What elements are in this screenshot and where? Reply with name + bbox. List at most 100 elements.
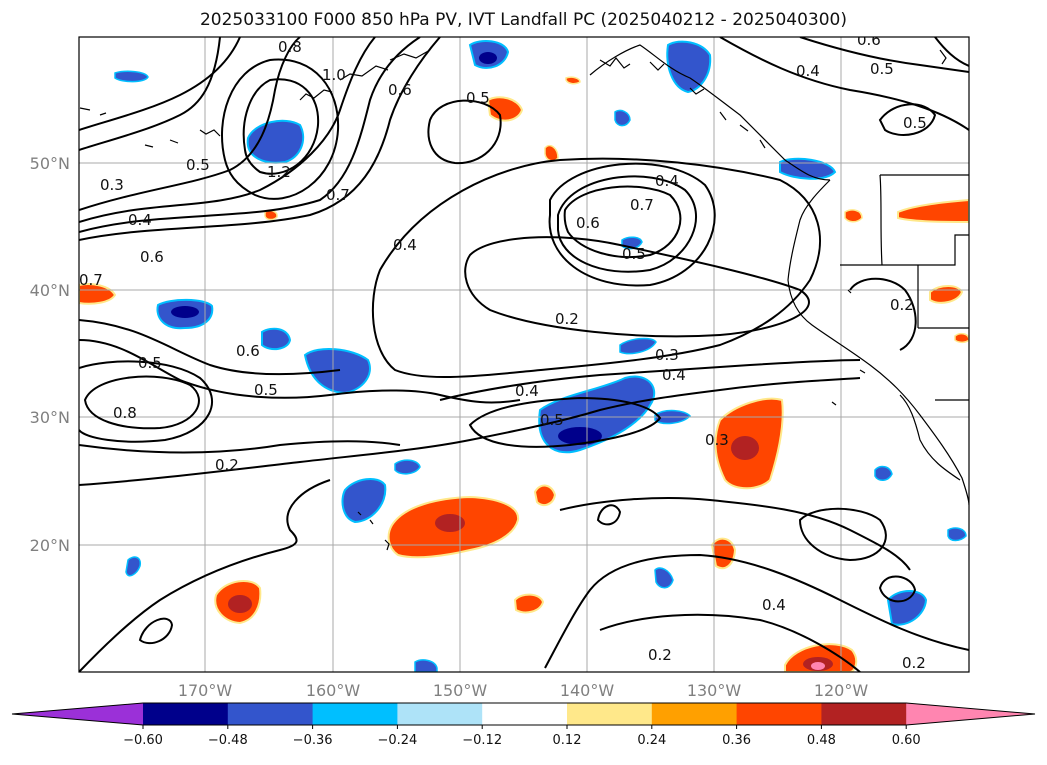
negative-anomaly-core [558,427,602,445]
negative-anomaly-blob [886,590,928,626]
latitude-labels: 50°N 40°N 30°N 20°N [30,154,70,555]
lat-label: 30°N [30,408,70,427]
shaded-anomalies [79,39,969,672]
negative-anomaly-blob [874,465,893,481]
positive-anomaly-core [435,514,465,532]
lat-label: 20°N [30,536,70,555]
negative-anomaly-core [171,306,199,318]
colorbar-segment [312,703,398,725]
contour-label: 1.2 [267,163,291,181]
negative-anomaly-blob [614,109,631,127]
lat-label: 50°N [30,154,70,173]
negative-anomaly-blob [261,327,292,351]
colorbar-tick-label: 0.36 [722,733,751,748]
colorbar-tick-label: −0.24 [377,733,417,748]
contour-label: 0.2 [890,296,914,314]
positive-anomaly-core [731,436,759,460]
colorbar-segment [397,703,483,725]
negative-anomaly-blob [341,478,387,524]
positive-anomaly-blob [264,209,278,221]
contour-label: 0.5 [138,354,162,372]
contour-label: 0.5 [540,411,564,429]
colorbar-segment [821,703,907,725]
negative-anomaly-blob [654,567,674,589]
colorbar-tick-label: 0.24 [637,733,666,748]
colorbar-segment [736,703,822,725]
contour-label: 0.3 [655,346,679,364]
negative-anomaly-blob [114,70,149,83]
negative-anomaly-blob [394,459,421,475]
colorbar-tick-label: −0.12 [462,733,502,748]
positive-anomaly-blob [710,537,737,570]
negative-anomaly-core [479,52,497,64]
positive-anomaly-blob [565,76,581,85]
contour-label: 0.4 [662,366,686,384]
negative-anomaly-blob [125,556,142,577]
contour-label: 0.3 [705,431,729,449]
colorbar-segment [143,703,229,725]
negative-anomaly-blob [779,157,837,180]
colorbar-segment [482,703,568,725]
colorbar-extension-high [906,703,1035,725]
contour-label: 0.4 [796,62,820,80]
positive-anomaly-core [228,595,252,613]
positive-anomaly-blob [544,144,559,162]
contour-label: 0.6 [140,248,164,266]
lon-label: 150°W [433,681,488,700]
contour-label: 0.8 [113,404,137,422]
lon-label: 130°W [687,681,742,700]
contour-label: 0.4 [762,596,786,614]
contour-label: 0.5 [466,89,490,107]
longitude-labels: 170°W 160°W 150°W 140°W 130°W 120°W [178,681,869,700]
lon-label: 160°W [306,681,361,700]
positive-anomaly-blob [513,593,545,614]
positive-anomaly-blob [79,283,117,305]
contour-label: 0.5 [254,381,278,399]
contour-label: 1.0 [322,66,346,84]
colorbar-segment [567,703,653,725]
graticule [79,37,969,672]
contour-label: 0.7 [630,196,654,214]
contour-labels: 0.3 0.8 1.0 0.6 0.5 1.2 0.7 0.4 0.6 0.5 … [79,37,927,672]
contour-label: 0.4 [515,382,539,400]
negative-anomaly-blob [414,659,438,672]
colorbar-extension-low [12,703,143,725]
map-frame [78,36,970,673]
colorbar-tick-label: 0.48 [807,733,836,748]
lon-label: 170°W [178,681,233,700]
colorbar-segment [651,703,738,725]
contour-label: 0.4 [128,211,152,229]
negative-anomaly-blob [619,337,657,355]
colorbar-tick-label: 0.12 [553,733,582,748]
lon-label: 140°W [560,681,615,700]
negative-anomaly-blob [246,119,305,164]
positive-anomaly-peak [811,662,825,670]
colorbar-tick-label: −0.60 [123,733,163,748]
contour-label: 0.7 [79,271,103,289]
negative-anomaly-blob [947,527,967,542]
contour-label: 0.6 [236,342,260,360]
contour-label: 0.8 [278,38,302,56]
contour-label: 0.5 [186,156,210,174]
positive-anomaly-blob [533,484,557,507]
colorbar: −0.60 −0.48 −0.36 −0.24 −0.12 0.12 0.24 0.36 0.4… [11,702,1036,748]
contour-label: 0.2 [648,646,672,664]
coastlines [79,44,969,551]
negative-anomaly-blob [666,40,712,94]
contour-label: 0.5 [903,114,927,132]
contour-label: 0.5 [870,60,894,78]
colorbar-tick-label: 0.60 [892,733,921,748]
contour-label: 0.2 [555,310,579,328]
contour-label: 0.4 [393,236,417,254]
contour-label: 0.6 [388,81,412,99]
colorbar-tick-label: −0.36 [293,733,333,748]
contour-label: 0.2 [215,456,239,474]
positive-anomaly-blob [844,209,863,223]
positive-anomaly-blob [486,96,524,122]
colorbar-segment [227,703,314,725]
positive-anomaly-blob [954,332,969,344]
colorbar-tick-label: −0.48 [208,733,248,748]
contour-label: 0.4 [655,172,679,190]
lat-label: 40°N [30,281,70,300]
